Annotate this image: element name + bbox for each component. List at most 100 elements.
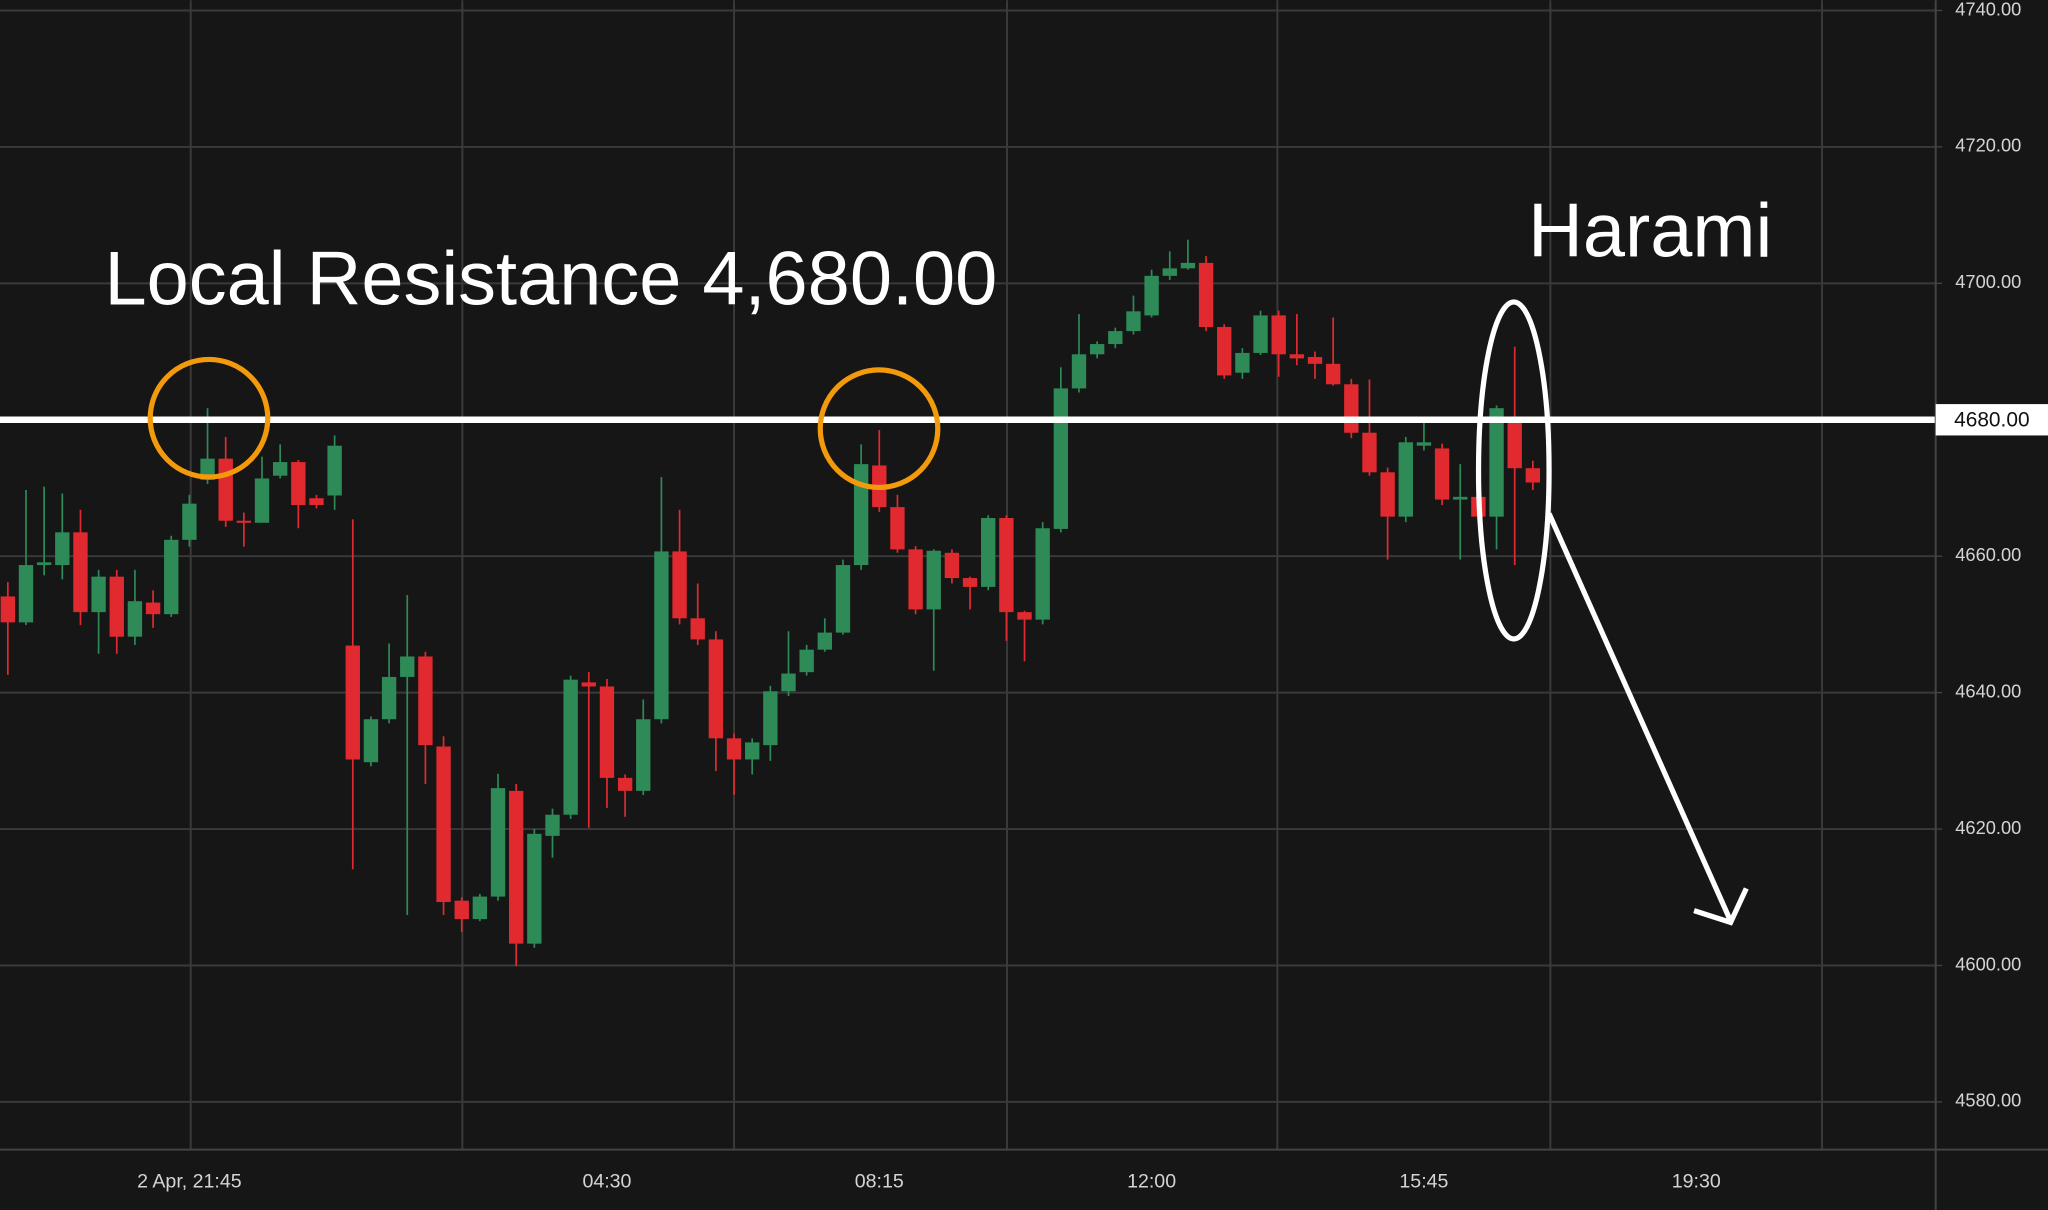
candle-body — [436, 746, 451, 903]
candles — [0, 239, 1541, 967]
candle-body — [1198, 262, 1214, 328]
candle-body — [1126, 311, 1141, 332]
candle-body — [454, 900, 469, 920]
candle-body — [1235, 352, 1250, 373]
candle-body — [91, 576, 106, 613]
x-tick-label: 04:30 — [582, 1170, 631, 1192]
candle-body — [327, 445, 342, 496]
candle-body — [1253, 315, 1268, 353]
candle-body — [1416, 442, 1432, 446]
candle-body — [726, 738, 742, 760]
candle-body — [36, 562, 52, 566]
candle-body — [127, 601, 143, 637]
candle-body — [908, 549, 923, 610]
candle-body — [272, 462, 288, 476]
candle-body — [1362, 432, 1377, 473]
highlight-circle — [147, 356, 271, 480]
annotation-resistance: Local Resistance 4,680.00 — [104, 237, 997, 322]
harami-ellipse — [1475, 299, 1552, 642]
candle-body — [1489, 408, 1504, 517]
candle-body — [981, 518, 996, 587]
candle-body — [926, 550, 941, 610]
candle-body — [962, 578, 978, 587]
candle-body — [563, 679, 578, 815]
candle-body — [418, 656, 433, 746]
x-tick-label: 2 Apr, 21:45 — [137, 1170, 242, 1192]
candle-body — [1144, 275, 1159, 316]
y-tick-label: 4740.00 — [1955, 0, 2021, 19]
candle-body — [999, 518, 1014, 613]
candle-body — [490, 788, 506, 897]
candle-body — [1507, 422, 1522, 469]
candle-body — [1108, 331, 1123, 345]
arrow-shaft — [1546, 512, 1733, 923]
resistance-price-box — [1935, 404, 2048, 436]
candle-body — [218, 458, 233, 521]
candle-body — [527, 833, 542, 944]
candle-body — [817, 632, 832, 650]
candle-body — [18, 565, 34, 623]
candle-body — [1434, 448, 1450, 500]
candle-body — [672, 551, 687, 619]
y-tick-label: 4720.00 — [1955, 135, 2021, 156]
candle-body — [1017, 612, 1032, 620]
highlight-circle — [817, 367, 941, 491]
x-tick-label: 15:45 — [1399, 1170, 1448, 1192]
candle-body — [708, 639, 724, 739]
candle-body — [109, 576, 124, 637]
y-tick-label: 4640.00 — [1955, 680, 2021, 701]
candle-body — [400, 656, 415, 677]
candle-body — [145, 602, 161, 615]
y-tick-label: 4620.00 — [1955, 817, 2021, 838]
candle-body — [1053, 388, 1069, 529]
x-tick-label: 12:00 — [1127, 1170, 1176, 1192]
candle-body — [1035, 528, 1050, 620]
candle-body — [0, 596, 16, 623]
candle-body — [581, 682, 596, 687]
candle-body — [1325, 363, 1341, 385]
candle-body — [236, 520, 252, 523]
x-tick-label: 19:30 — [1672, 1170, 1721, 1192]
arrow-head — [1693, 887, 1749, 926]
candle-body — [781, 673, 796, 692]
candle-body — [1162, 268, 1177, 276]
candle-body — [1380, 472, 1395, 517]
candle-body — [545, 814, 560, 836]
candle-body — [345, 645, 360, 760]
candle-body — [799, 649, 814, 673]
candle-body — [1089, 344, 1105, 355]
y-tick-label: 4700.00 — [1955, 271, 2021, 292]
candle-body — [73, 532, 88, 613]
candle-body — [835, 565, 851, 633]
candle-body — [291, 462, 306, 506]
resistance-price-label: 4680.00 — [1954, 409, 2029, 432]
candle-body — [1180, 262, 1196, 269]
candle-body — [1271, 315, 1286, 355]
annotation-harami: Harami — [1528, 188, 1772, 273]
y-tick-label: 4600.00 — [1955, 953, 2021, 974]
y-tick-label: 4660.00 — [1955, 544, 2021, 565]
candle-body — [763, 691, 778, 746]
x-tick-label: 08:15 — [855, 1170, 904, 1192]
candle-body — [164, 539, 179, 615]
candle-body — [853, 464, 869, 566]
candle-body — [55, 532, 70, 566]
candle-body — [1307, 357, 1323, 364]
candle-body — [745, 742, 760, 760]
candle-body — [1525, 468, 1541, 483]
candle-body — [636, 719, 651, 791]
candle-body — [617, 777, 633, 791]
y-tick-label: 4580.00 — [1955, 1090, 2021, 1111]
candle-body — [1344, 384, 1359, 433]
candle-body — [599, 686, 615, 778]
candle-body — [381, 676, 397, 720]
candle-body — [654, 551, 669, 720]
candle-body — [309, 498, 324, 506]
candle-body — [1071, 354, 1087, 389]
candle-body — [1398, 442, 1413, 517]
candle-body — [690, 618, 705, 640]
candle-body — [254, 478, 270, 523]
